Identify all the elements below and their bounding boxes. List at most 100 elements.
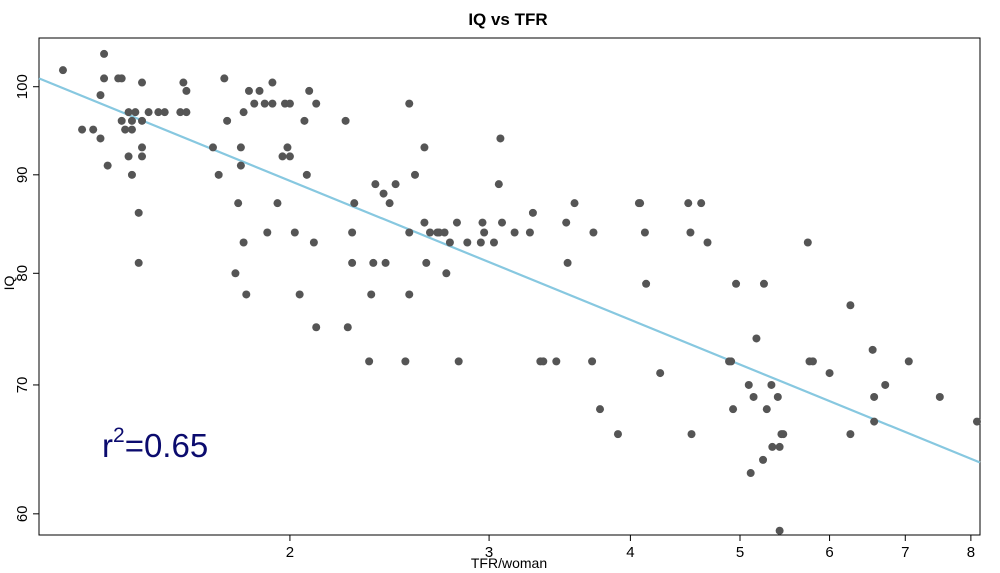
data-point [305,86,314,95]
data-point [759,279,768,288]
data-point [214,170,223,179]
data-point [478,218,487,227]
data-point [312,99,321,108]
data-point [134,208,143,217]
data-point [552,357,561,366]
data-point [525,228,534,237]
data-point [489,238,498,247]
data-point [870,392,879,401]
data-point [613,430,622,439]
data-point [846,430,855,439]
data-point [588,357,597,366]
y-tick-label: 60 [14,505,31,522]
data-point [744,380,753,389]
data-point [732,279,741,288]
data-point [312,323,321,332]
y-axis-label: IQ [1,276,17,291]
data-point [208,143,217,152]
data-point [283,143,292,152]
data-point [160,108,169,117]
data-point [563,258,572,267]
x-tick-label: 8 [967,544,975,561]
data-point [138,143,147,152]
chart-title: IQ vs TFR [468,10,547,29]
data-point [589,228,598,237]
data-point [420,143,429,152]
data-point [935,392,944,401]
data-point [440,228,449,237]
data-point [117,74,126,83]
x-tick-label: 3 [485,544,493,561]
data-point [176,108,185,117]
data-point [121,125,130,134]
annotation-superscript: 2 [113,424,125,447]
data-point [250,99,259,108]
r-squared-annotation: r2=0.65 [102,424,208,464]
data-point [656,369,665,378]
data-point [236,143,245,152]
data-point [684,199,693,208]
data-point [775,442,784,451]
data-point [411,170,420,179]
data-point [263,228,272,237]
data-point [179,78,188,87]
data-point [78,125,87,134]
data-point [365,357,374,366]
data-point [803,238,812,247]
data-point [759,455,768,464]
data-point [426,228,435,237]
data-point [117,116,126,125]
data-point [596,405,605,414]
data-point [463,238,472,247]
data-point [273,199,282,208]
data-point [379,189,388,198]
data-point [640,228,649,237]
data-point [401,357,410,366]
plot-frame [38,37,981,536]
data-point [300,116,309,125]
data-point [442,269,451,278]
data-point [808,357,817,366]
data-point [498,218,507,227]
data-point [405,228,414,237]
data-point [134,258,143,267]
data-point [562,218,571,227]
data-point [385,199,394,208]
data-point [703,238,712,247]
data-point [773,392,782,401]
data-point [496,134,505,143]
data-point [636,199,645,208]
data-point [127,170,136,179]
data-point [420,218,429,227]
data-point [391,180,400,189]
regression-line [38,77,981,464]
data-point [285,152,294,161]
y-tick-label: 80 [14,265,31,282]
data-point [727,357,736,366]
x-tick-label: 2 [286,544,294,561]
data-point [182,108,191,117]
data-point [749,392,758,401]
data-point [278,152,287,161]
data-point [268,99,277,108]
data-point [687,430,696,439]
data-point [752,334,761,343]
data-point [881,380,890,389]
data-point [236,161,245,170]
data-point [138,78,147,87]
data-point [231,269,240,278]
data-point [260,99,269,108]
data-point [528,208,537,217]
data-point [510,228,519,237]
data-point [100,74,109,83]
data-point [367,290,376,299]
x-tick-label: 6 [825,544,833,561]
data-point [127,125,136,134]
data-point [223,116,232,125]
data-point [348,258,357,267]
data-point [762,405,771,414]
y-tick-label: 100 [14,74,31,99]
data-point [746,469,755,478]
data-point [343,323,352,332]
data-point [127,116,136,125]
